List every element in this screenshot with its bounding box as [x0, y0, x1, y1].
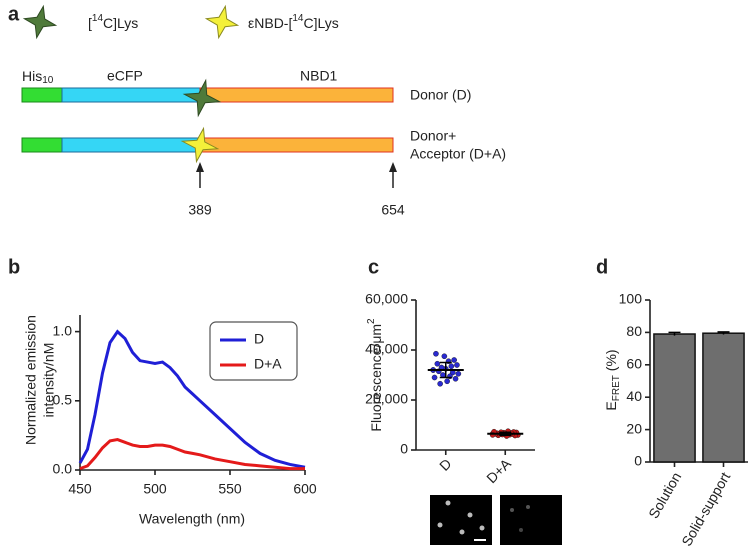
- text: C]Lys: [303, 15, 338, 31]
- y-tick-label: 20,000: [365, 391, 408, 407]
- panel-label: a: [8, 3, 20, 25]
- ecfp-domain: [61, 87, 201, 103]
- y-tick-label: 0: [634, 453, 642, 469]
- arrow-head: [389, 162, 397, 172]
- star-icon: [204, 4, 240, 40]
- y-tick-label: 40,000: [365, 341, 408, 357]
- spot: [510, 508, 514, 512]
- data-point: [454, 362, 460, 368]
- text: [: [88, 15, 92, 31]
- y-tick-label: 0: [400, 441, 408, 457]
- legend-label: D: [254, 331, 264, 347]
- text: (%): [603, 349, 619, 375]
- data-point: [455, 370, 462, 377]
- spot: [479, 525, 485, 531]
- y-tick-label: 60,000: [365, 291, 408, 307]
- text: C]Lys: [103, 15, 138, 31]
- data-point: [444, 378, 450, 385]
- legend-label: εNBD-[14C]Lys: [248, 13, 339, 31]
- nbd1-domain: [199, 87, 394, 103]
- data-point: [433, 350, 439, 357]
- domain-label: eCFP: [107, 68, 143, 84]
- data-point: [451, 357, 457, 363]
- construct-label: Donor (D): [410, 87, 471, 103]
- star-icon: [182, 78, 222, 118]
- x-tick-label: 600: [293, 481, 317, 497]
- data-point: [441, 353, 448, 360]
- spot: [445, 500, 451, 506]
- y-tick-label: 1.0: [53, 322, 73, 338]
- data-line: [78, 329, 306, 469]
- superscript: 14: [292, 13, 304, 24]
- x-tick-label: D: [436, 455, 454, 473]
- schematic: [14C]Lys εNBD-[14C]Lys His10 eCFP NBD1 D…: [21, 4, 506, 218]
- x-axis-label: Wavelength (nm): [139, 511, 245, 527]
- image: [430, 495, 492, 545]
- x-tick-label: 550: [218, 481, 242, 497]
- superscript: 2: [366, 318, 377, 324]
- domain-label: NBD1: [300, 68, 338, 84]
- domain-label: His10: [22, 68, 54, 86]
- y-tick-label: 100: [619, 291, 643, 307]
- x-tick-label: 500: [143, 481, 167, 497]
- legend-label: D+A: [254, 356, 282, 372]
- panel-label: b: [8, 256, 20, 278]
- data-point: [448, 363, 455, 370]
- text: εNBD-[: [248, 15, 292, 31]
- arrow-head: [196, 162, 204, 172]
- star-icon: [180, 126, 220, 164]
- panel-labels: a b c d: [8, 3, 608, 278]
- position-label: 389: [188, 202, 212, 218]
- y-tick-label: 40: [626, 388, 642, 404]
- image: [500, 495, 562, 545]
- spot: [526, 505, 530, 509]
- y-tick-label: 20: [626, 420, 642, 436]
- y-tick-label: 0.5: [53, 392, 73, 408]
- x-tick-label: Solution: [645, 469, 684, 521]
- ecfp-domain: [61, 137, 201, 153]
- spot: [437, 522, 443, 528]
- subscript: FRET: [611, 375, 622, 401]
- nbd1-domain: [199, 137, 394, 153]
- y-axis-label: EFRET (%): [603, 349, 622, 410]
- data-point: [452, 375, 459, 382]
- his-domain: [21, 137, 63, 153]
- panel-label: c: [368, 256, 379, 278]
- x-tick-label: 450: [68, 481, 92, 497]
- spot: [467, 512, 473, 518]
- y-tick-label: 60: [626, 356, 642, 372]
- superscript: 14: [92, 13, 104, 24]
- data-point: [434, 360, 441, 367]
- panel-b-labels: Normalized emission intensity/nM Wavelen…: [23, 315, 245, 527]
- star-icon: [22, 4, 58, 40]
- subscript: 10: [42, 75, 54, 86]
- y-axis-label: Fluorescence/μm2: [366, 318, 384, 432]
- text: E: [603, 401, 619, 410]
- bar: [702, 332, 745, 463]
- y-tick-label: 0.0: [53, 461, 73, 477]
- x-tick-label: D+A: [483, 455, 514, 486]
- text: His: [22, 68, 42, 84]
- y-axis-label: Normalized emission: [23, 315, 39, 445]
- construct-label: Acceptor (D+A): [410, 146, 506, 162]
- data-point: [437, 380, 443, 387]
- x-tick-label: Solid-support: [678, 469, 733, 549]
- spot: [459, 529, 465, 535]
- position-label: 654: [381, 202, 405, 218]
- y-axis-label: intensity/nM: [41, 343, 57, 418]
- spot: [519, 528, 523, 532]
- panel-label: d: [596, 256, 608, 278]
- data-line: [79, 438, 305, 471]
- text: Fluorescence/μm: [368, 324, 384, 432]
- construct-label: Donor+: [410, 128, 456, 144]
- data-point: [431, 374, 438, 381]
- micrographs: [430, 495, 562, 545]
- legend-label: [14C]Lys: [88, 13, 138, 31]
- bar: [653, 333, 696, 463]
- his-domain: [21, 87, 63, 103]
- y-tick-label: 80: [626, 323, 642, 339]
